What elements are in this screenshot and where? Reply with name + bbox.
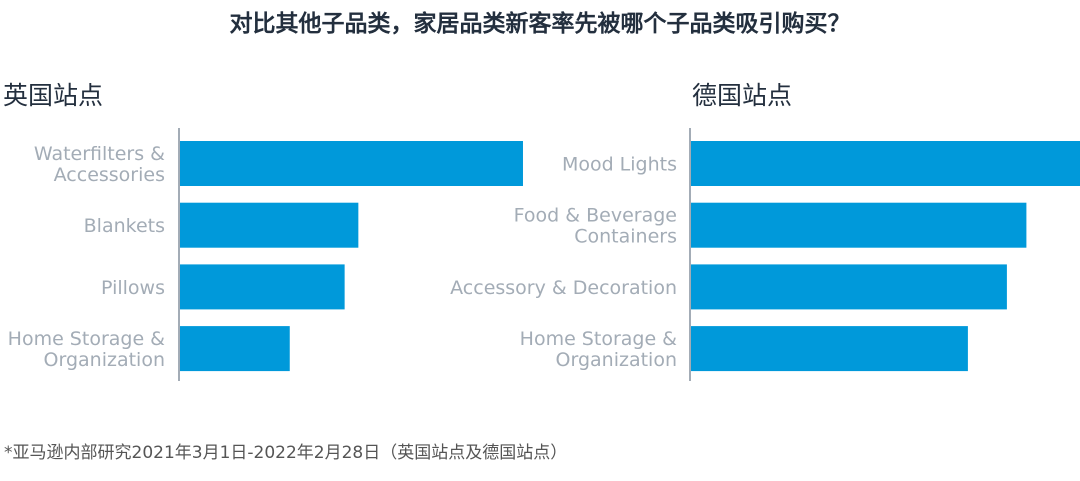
- de-bar-2: [691, 264, 1007, 310]
- de-panel-title: 德国站点: [692, 81, 793, 110]
- uk-category-label: Blankets: [84, 215, 165, 237]
- de-category-label: Containers: [574, 226, 677, 248]
- uk-category-label: Pillows: [101, 277, 165, 299]
- de-category-label: Organization: [556, 349, 677, 371]
- de-category-label: Home Storage &: [520, 328, 678, 350]
- uk-bar-2: [180, 264, 345, 310]
- uk-category-label: Waterfilters &: [34, 143, 165, 165]
- de-category-label: Food & Beverage: [514, 205, 677, 227]
- uk-category-label: Organization: [44, 349, 165, 371]
- chart-title: 对比其他子品类，家居品类新客率先被哪个子品类吸引购买？: [229, 11, 851, 37]
- de-bar-3: [691, 326, 968, 372]
- uk-category-label: Home Storage &: [8, 328, 166, 350]
- uk-panel-title: 英国站点: [3, 81, 104, 110]
- uk-bar-0: [180, 141, 523, 186]
- de-category-label: Mood Lights: [562, 154, 677, 176]
- de-bar-0: [691, 141, 1080, 186]
- de-category-label: Accessory & Decoration: [450, 277, 677, 299]
- footnote: *亚马逊内部研究2021年3月1日-2022年2月28日（英国站点及德国站点）: [4, 443, 568, 463]
- de-bar-1: [691, 202, 1027, 248]
- uk-bar-1: [180, 202, 359, 248]
- uk-category-label: Accessories: [54, 164, 165, 186]
- uk-bar-3: [180, 326, 290, 372]
